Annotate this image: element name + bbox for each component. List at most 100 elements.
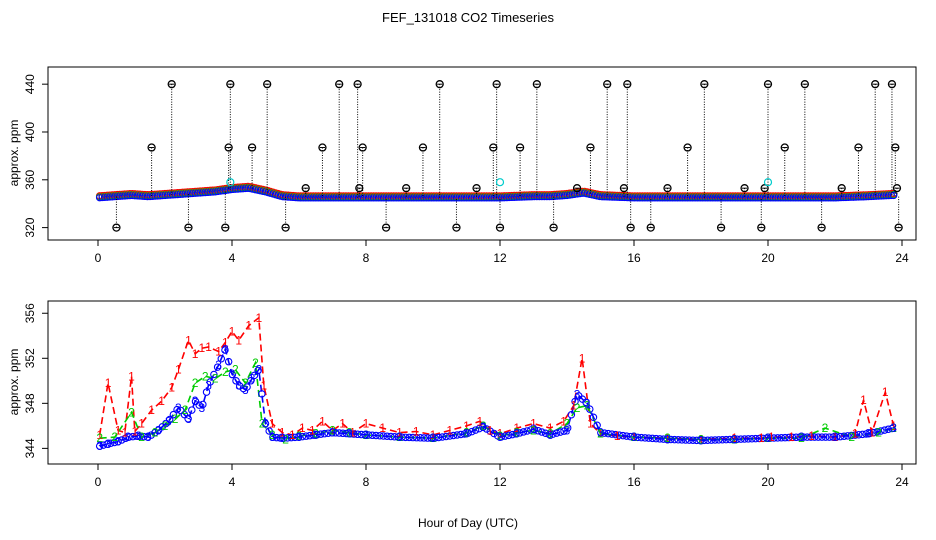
top-x-tick-label: 4	[229, 251, 236, 265]
bottom-series-3-point	[678, 436, 686, 444]
bottom-series-3-point	[516, 429, 524, 437]
bottom-series-2-marker: 2	[296, 429, 303, 443]
bottom-series-1-marker: 1	[860, 393, 867, 407]
top-reference-point	[472, 184, 481, 193]
top-reference-point	[492, 80, 501, 89]
bottom-series-3-point	[313, 430, 321, 439]
bottom-series-3-point	[748, 435, 756, 443]
bottom-series-3-point	[269, 433, 277, 441]
bottom-series-2-marker: 2	[222, 365, 229, 379]
bottom-series-2-marker: 2	[822, 421, 829, 435]
bottom-series-1-marker: 1	[192, 347, 199, 361]
bottom-series-3-point	[600, 429, 609, 437]
bottom-series-3-point	[298, 432, 307, 441]
bottom-series-3-point	[202, 388, 211, 396]
bottom-series-3-point	[880, 426, 889, 434]
bottom-series-3-point	[390, 433, 399, 441]
bottom-series-3-point	[858, 430, 867, 439]
top-reference-point	[892, 184, 902, 193]
bottom-series-3-point	[309, 431, 318, 439]
bottom-series-3-marker: 3	[312, 428, 319, 442]
bottom-series-3-point	[571, 397, 579, 406]
bottom-series-2-marker: 2	[138, 430, 145, 444]
top-reference-point	[381, 223, 391, 232]
bottom-series-1-marker: 1	[587, 417, 594, 431]
bottom-series-1-marker: 1	[138, 417, 145, 431]
bottom-series-3-point	[726, 435, 734, 444]
bottom-series-3-point	[247, 377, 255, 385]
bottom-series-2-marker: 2	[584, 399, 591, 413]
bottom-series-3-point	[552, 429, 561, 437]
top-reference-point	[515, 143, 525, 152]
bottom-series-3-marker: 3	[765, 431, 772, 445]
top-reference-point	[663, 184, 672, 193]
bottom-series-3-point	[556, 428, 565, 436]
bottom-series-3-marker: 3	[255, 363, 262, 377]
bottom-series-3-point	[855, 430, 863, 439]
bottom-series-3-point	[534, 427, 542, 435]
bottom-series-3-point	[221, 346, 229, 354]
bottom-series-3-point	[685, 436, 694, 444]
bottom-series-3-marker: 3	[199, 401, 206, 415]
bottom-series-2-marker: 2	[574, 401, 581, 415]
bottom-series-3-point	[866, 429, 874, 438]
bottom-series-1-marker: 1	[121, 426, 128, 440]
top-reference-point	[263, 80, 272, 89]
bottom-series-3-point	[434, 433, 443, 442]
bottom-series-3-point	[280, 434, 288, 442]
top-reference-point	[740, 184, 749, 193]
bottom-series-3-point	[766, 434, 775, 442]
bottom-series-3-point	[110, 438, 119, 447]
bottom-series-3-point	[814, 433, 822, 441]
bottom-series-1-marker: 1	[869, 426, 876, 440]
bottom-series-3-point	[652, 434, 660, 443]
bottom-series-2-marker: 2	[128, 405, 135, 419]
bottom-series-3-point	[479, 423, 487, 431]
bottom-series-2-marker: 2	[631, 430, 638, 444]
bottom-series-3-marker: 3	[664, 432, 671, 446]
bottom-series-1-marker: 1	[788, 430, 795, 444]
bottom-series-3-point	[508, 430, 517, 439]
bottom-series-3-point	[759, 434, 767, 443]
bottom-series-3-marker: 3	[229, 367, 236, 381]
bottom-series-2-marker: 2	[152, 426, 159, 440]
bottom-series-1-marker: 1	[379, 421, 386, 435]
bottom-series-3-point	[405, 433, 413, 442]
bottom-series-3-point	[291, 433, 299, 442]
bottom-series-3-point	[132, 432, 141, 440]
bottom-series-3-marker: 3	[865, 427, 872, 441]
bottom-series-3-point	[357, 430, 366, 439]
bottom-series-3-point	[210, 370, 218, 379]
bottom-series-3-point	[751, 434, 760, 443]
bottom-series-3-point	[368, 431, 377, 440]
bottom-series-1-marker: 1	[175, 363, 182, 377]
bottom-series-3-point	[342, 429, 351, 438]
bottom-y-tick-label: 344	[23, 438, 37, 458]
bottom-series-2-marker: 2	[329, 423, 336, 437]
bottom-series-3-marker: 3	[235, 378, 242, 392]
bottom-series-3-point	[442, 432, 450, 441]
bottom-series-3-point	[773, 434, 782, 442]
top-reference-point	[894, 223, 903, 232]
bottom-series-3-marker: 3	[262, 417, 269, 431]
bottom-series-1-line	[98, 316, 895, 441]
bottom-series-3-marker: 3	[296, 430, 303, 444]
bottom-series-3-point	[387, 432, 395, 441]
bottom-series-1-marker: 1	[289, 428, 296, 442]
bottom-series-1-marker: 1	[882, 385, 889, 399]
bottom-series-3-point	[737, 435, 745, 443]
x-axis-label: Hour of Day (UTC)	[418, 516, 518, 530]
top-reference-point	[495, 223, 505, 232]
bottom-series-3-marker: 3	[105, 437, 112, 451]
bottom-series-2-marker: 2	[765, 431, 772, 445]
bottom-series-3-point	[165, 415, 174, 424]
bottom-series-3-point	[803, 433, 811, 441]
bottom-series-3-point	[722, 435, 730, 444]
top-reference-point	[817, 223, 826, 232]
bottom-series-3-marker: 3	[185, 412, 192, 426]
bottom-series-3-point	[810, 433, 819, 441]
bottom-series-3-point	[464, 429, 472, 437]
bottom-series-3-point	[821, 433, 830, 441]
bottom-series-2-marker: 2	[242, 376, 249, 390]
